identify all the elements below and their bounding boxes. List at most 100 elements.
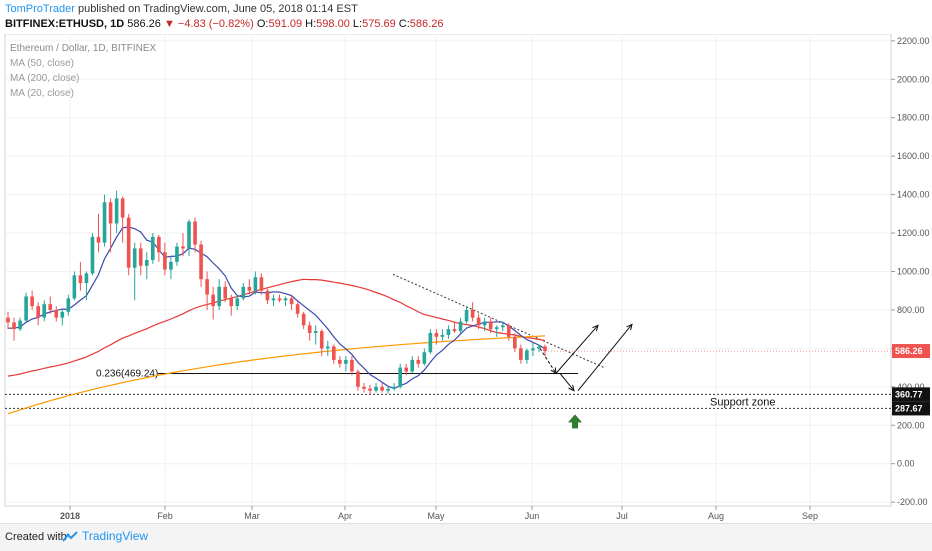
price-tick-label: 1400.00 xyxy=(897,190,930,200)
candle-body xyxy=(157,236,161,253)
candle-body xyxy=(12,322,16,330)
time-tick-label: Jul xyxy=(616,511,628,521)
publish-info: published on TradingView.com, June 05, 2… xyxy=(77,3,358,15)
candle-body xyxy=(313,331,318,334)
last-price-label: 586.26 xyxy=(895,346,923,356)
candle-body xyxy=(114,198,119,224)
candle-body xyxy=(350,359,354,372)
candle-body xyxy=(144,259,149,266)
support-price-tag xyxy=(892,387,930,402)
candle-body xyxy=(283,298,288,301)
candle-body xyxy=(163,252,167,270)
legend-ma50[interactable]: MA (50, close) xyxy=(10,58,74,69)
candle-body xyxy=(519,348,523,360)
candle-body xyxy=(446,329,451,335)
candle-body xyxy=(181,246,185,249)
candle-body xyxy=(235,298,240,307)
candle-body xyxy=(96,236,101,243)
candle-body xyxy=(72,275,77,299)
created-with-label: Created with xyxy=(5,531,67,543)
candle-body xyxy=(48,304,53,310)
candle-body xyxy=(277,298,282,301)
price-tick-label: 400.00 xyxy=(897,382,925,392)
price-chart[interactable]: 2200.00 2000.00 1800.00 1600.00 1400.00 1200.… xyxy=(0,34,932,523)
chart-header: TomProTrader published on TradingView.co… xyxy=(0,0,932,34)
candle-body xyxy=(132,248,137,268)
support-price-tag xyxy=(892,401,930,416)
candle-body xyxy=(356,371,360,387)
candle-body xyxy=(120,198,125,218)
price-axis: 2200.00 2000.00 1800.00 1600.00 1400.00 1200.… xyxy=(891,36,930,507)
ma20-line xyxy=(8,226,546,390)
candle-body xyxy=(30,296,34,307)
time-tick-label: Sep xyxy=(802,511,818,521)
candle-body xyxy=(126,217,131,268)
candle-body xyxy=(187,221,191,249)
candle-body xyxy=(265,290,270,301)
arrow-head-icon xyxy=(626,323,633,331)
chart-legend: Ethereum / Dollar, 1D, BITFINEX MA (50, … xyxy=(10,41,156,101)
tradingview-link[interactable]: TradingView xyxy=(62,529,148,543)
plot-frame xyxy=(4,34,892,507)
candle-body xyxy=(295,304,300,314)
candle-body xyxy=(108,202,113,224)
candle-body xyxy=(410,359,415,372)
candle-body xyxy=(482,321,487,326)
candle-body xyxy=(380,386,384,391)
symbol-label[interactable]: BITFINEX:ETHUSD, 1D xyxy=(5,18,125,30)
last-price-tag xyxy=(892,344,930,359)
author-link[interactable]: TomProTrader xyxy=(5,3,75,15)
candle-body xyxy=(416,359,421,364)
candle-body xyxy=(332,346,336,360)
last-price: 586.26 xyxy=(127,18,161,30)
legend-title: Ethereum / Dollar, 1D, BITFINEX xyxy=(10,43,157,54)
candle-body xyxy=(6,317,10,323)
candle-body xyxy=(78,275,83,284)
candle-body xyxy=(24,296,28,321)
support-zone-label: Support zone xyxy=(710,396,775,408)
time-tick-label: Feb xyxy=(157,511,173,521)
candle-body xyxy=(223,286,228,299)
moving-averages xyxy=(7,226,546,415)
candle-body xyxy=(506,325,511,337)
candle-body xyxy=(319,331,324,349)
candle-body xyxy=(525,350,529,360)
candle-body xyxy=(398,367,403,387)
candle-body xyxy=(476,317,481,326)
candle-body xyxy=(440,334,445,337)
candle-body xyxy=(386,388,390,391)
candle-body xyxy=(422,352,427,364)
low-value: 575.69 xyxy=(362,18,396,30)
arrow-head-icon xyxy=(592,324,599,332)
candle-body xyxy=(205,279,209,295)
time-axis: 2018 Feb Mar Apr May Jun Jul Aug Sep xyxy=(60,506,818,521)
quote-line: BITFINEX:ETHUSD, 1D 586.26 ▼ −4.83 (−0.8… xyxy=(5,18,443,30)
candle-body xyxy=(464,309,469,322)
chart-grid xyxy=(4,34,892,507)
open-value: 591.09 xyxy=(268,18,303,30)
up-arrow-icon xyxy=(568,414,582,429)
price-tick-label: 0.00 xyxy=(897,459,915,469)
candle-body xyxy=(175,246,179,262)
candle-body xyxy=(470,309,475,318)
time-tick-label: Apr xyxy=(338,511,352,521)
legend-ma200[interactable]: MA (200, close) xyxy=(10,73,80,84)
candle-body xyxy=(494,327,499,330)
candle-body xyxy=(271,298,276,301)
candle-body xyxy=(404,367,409,372)
projection-arrow xyxy=(577,324,633,391)
candle-body xyxy=(60,311,65,318)
footer-bar: Created with TradingView xyxy=(0,523,932,551)
price-change: −4.83 (−0.82%) xyxy=(177,18,254,30)
candle-body xyxy=(434,333,439,337)
candle-body xyxy=(150,236,155,260)
price-tick-label: -200.00 xyxy=(897,497,928,507)
ma200-line xyxy=(7,335,546,415)
candle-body xyxy=(199,244,203,280)
legend-ma20[interactable]: MA (20, close) xyxy=(10,88,74,99)
candle-body xyxy=(169,261,173,270)
candle-body xyxy=(362,386,366,389)
low-label: L: xyxy=(352,18,363,30)
candle-body xyxy=(344,359,348,364)
price-tick-label: 2200.00 xyxy=(897,36,930,46)
